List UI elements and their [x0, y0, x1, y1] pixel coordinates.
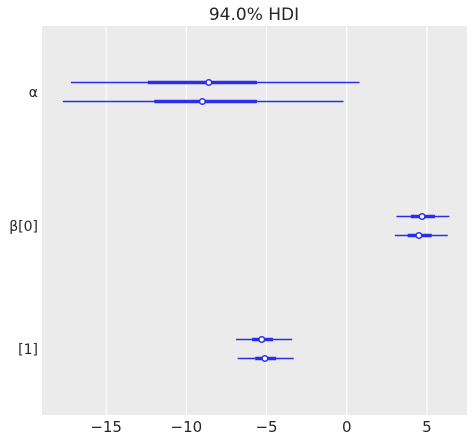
- x-tick-label: −10: [171, 418, 203, 436]
- x-tick-label: −5: [255, 418, 277, 436]
- point-estimate: [418, 212, 426, 221]
- x-tick-label: −15: [90, 418, 122, 436]
- chart-title: 94.0% HDI: [209, 5, 299, 25]
- point-estimate: [198, 97, 206, 106]
- point-estimate: [205, 78, 213, 87]
- x-tick-label: 5: [422, 418, 432, 436]
- parameter-labels: α β[0] [1]: [9, 85, 38, 358]
- parameter-label: α: [29, 85, 38, 101]
- hdi-intervals: [62, 78, 450, 363]
- point-estimate: [258, 335, 266, 344]
- grid-lines: [105, 26, 428, 415]
- parameter-label: β[0]: [9, 219, 38, 235]
- x-tick-label: 0: [342, 418, 352, 436]
- x-axis-ticks: −15 −10 −5 0 5: [90, 418, 431, 436]
- parameter-label: [1]: [18, 342, 38, 358]
- point-estimate: [261, 354, 269, 363]
- plot-area: [42, 26, 467, 415]
- point-estimate: [415, 231, 423, 240]
